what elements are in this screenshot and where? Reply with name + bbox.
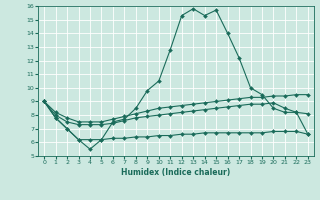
X-axis label: Humidex (Indice chaleur): Humidex (Indice chaleur) — [121, 168, 231, 177]
